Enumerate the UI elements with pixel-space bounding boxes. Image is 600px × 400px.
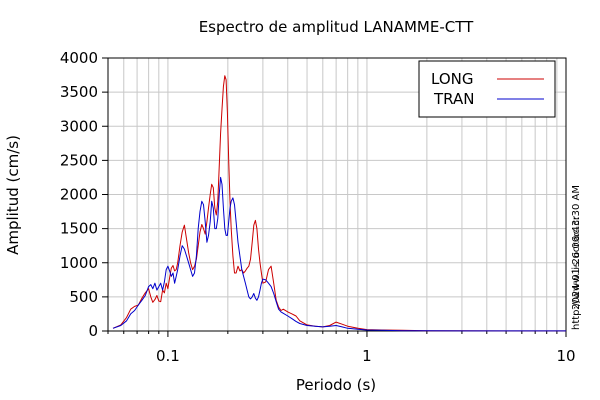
chart-title: Espectro de amplitud LANAMME-CTT [199, 18, 474, 36]
legend-label-tran: TRAN [433, 90, 474, 108]
legend-label-long: LONG [431, 70, 473, 88]
x-tick-label: 10 [556, 347, 575, 365]
series-line-tran [112, 176, 566, 332]
axis-ticks: 0 500 1000 1500 2000 2500 3000 3500 4000 0.1 1 10 [60, 49, 576, 365]
timestamp-annotation: 2024-01-26 06:43:30 AM [571, 185, 582, 310]
y-tick-label: 3500 [60, 83, 98, 101]
y-tick-label: 1500 [60, 220, 98, 238]
source-url-annotation: http://www.lis.ucr.ac.cr [571, 215, 582, 330]
y-tick-label: 1000 [60, 254, 98, 272]
y-tick-label: 500 [69, 288, 98, 306]
y-tick-label: 4000 [60, 49, 98, 67]
x-axis-label: Periodo (s) [296, 376, 376, 394]
y-tick-label: 3000 [60, 117, 98, 135]
x-tick-label: 0.1 [156, 347, 180, 365]
y-tick-label: 0 [88, 322, 98, 340]
y-tick-label: 2000 [60, 186, 98, 204]
legend: LONG TRAN [418, 60, 556, 118]
x-tick-label: 1 [362, 347, 372, 365]
legend-box [418, 60, 556, 118]
series-lines [112, 75, 566, 332]
grid [108, 58, 566, 331]
series-line-long [112, 75, 566, 332]
y-axis-label: Amplitud (cm/s) [4, 135, 22, 255]
y-tick-label: 2500 [60, 151, 98, 169]
